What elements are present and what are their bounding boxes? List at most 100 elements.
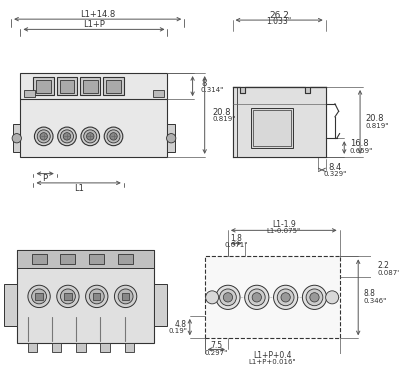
Text: P: P	[43, 174, 48, 183]
Bar	[106, 80, 121, 93]
Text: 20.8: 20.8	[365, 114, 384, 123]
Bar	[168, 124, 175, 152]
Circle shape	[86, 285, 108, 308]
Polygon shape	[233, 87, 326, 93]
Circle shape	[84, 130, 97, 143]
Circle shape	[34, 127, 53, 146]
Bar	[118, 254, 133, 264]
Circle shape	[12, 134, 22, 143]
Bar	[152, 90, 164, 97]
Bar	[13, 124, 20, 152]
Bar	[4, 284, 17, 326]
Circle shape	[205, 291, 219, 304]
Bar	[205, 256, 340, 338]
Text: 8: 8	[201, 79, 206, 88]
Bar	[101, 343, 110, 352]
Bar	[59, 80, 75, 93]
Bar	[154, 284, 168, 326]
Text: 16.8: 16.8	[350, 140, 368, 148]
Text: 0.659": 0.659"	[350, 148, 373, 154]
Bar	[36, 293, 43, 300]
Bar	[122, 293, 129, 300]
Bar	[17, 250, 154, 343]
Text: 0.819": 0.819"	[365, 123, 389, 129]
Circle shape	[306, 289, 323, 306]
Bar	[61, 254, 75, 264]
Text: 0.19": 0.19"	[168, 328, 187, 334]
Bar	[103, 77, 124, 96]
Circle shape	[223, 293, 233, 302]
Text: 0.346": 0.346"	[364, 298, 387, 304]
Circle shape	[61, 130, 73, 143]
Bar	[36, 80, 51, 93]
Circle shape	[87, 133, 94, 140]
Text: L1+P: L1+P	[83, 20, 105, 29]
Bar	[80, 77, 101, 96]
Circle shape	[32, 289, 47, 304]
Circle shape	[216, 285, 240, 310]
Bar	[253, 110, 291, 146]
Text: 2.2: 2.2	[378, 261, 389, 270]
Bar	[57, 77, 77, 96]
Text: 1.8: 1.8	[230, 234, 242, 243]
Circle shape	[57, 285, 79, 308]
Text: 0.314": 0.314"	[201, 87, 224, 93]
Text: 0.819": 0.819"	[212, 116, 235, 122]
Circle shape	[245, 285, 269, 310]
Text: 26.2: 26.2	[269, 11, 289, 20]
Text: L1+P+0.016": L1+P+0.016"	[248, 359, 296, 365]
Circle shape	[107, 130, 120, 143]
Circle shape	[118, 289, 133, 304]
Text: 1.033": 1.033"	[267, 17, 292, 26]
Circle shape	[281, 293, 290, 302]
Bar	[34, 77, 54, 96]
Circle shape	[28, 285, 50, 308]
Bar	[17, 250, 154, 269]
Circle shape	[277, 289, 294, 306]
Bar	[89, 254, 104, 264]
Circle shape	[166, 134, 176, 143]
Bar	[124, 343, 134, 352]
Text: 7.5: 7.5	[210, 341, 222, 350]
Bar	[52, 343, 61, 352]
Bar	[93, 293, 101, 300]
Bar	[28, 343, 37, 352]
Circle shape	[274, 285, 298, 310]
Text: 20.8: 20.8	[212, 108, 231, 117]
Text: 0.071": 0.071"	[225, 242, 248, 248]
Circle shape	[252, 293, 261, 302]
Circle shape	[58, 127, 76, 146]
Text: 8.4: 8.4	[328, 163, 342, 171]
Circle shape	[104, 127, 123, 146]
Text: L1: L1	[74, 184, 83, 193]
Circle shape	[110, 133, 117, 140]
Circle shape	[37, 130, 50, 143]
Circle shape	[61, 289, 75, 304]
Bar	[251, 109, 293, 148]
Circle shape	[115, 285, 137, 308]
Circle shape	[249, 289, 265, 306]
Text: L1+14.8: L1+14.8	[80, 10, 115, 19]
Text: L1+P+0.4: L1+P+0.4	[253, 350, 291, 359]
Circle shape	[89, 289, 104, 304]
Text: 0.087": 0.087"	[378, 270, 399, 276]
Text: 4.8: 4.8	[175, 320, 187, 329]
Text: L1-0.075": L1-0.075"	[267, 228, 301, 234]
Text: 0.329": 0.329"	[323, 171, 347, 177]
Circle shape	[40, 133, 47, 140]
Bar	[64, 293, 72, 300]
Circle shape	[81, 127, 100, 146]
Bar	[83, 80, 98, 93]
Text: L1-1.9: L1-1.9	[272, 220, 296, 229]
Bar	[76, 343, 86, 352]
Text: 0.297": 0.297"	[205, 350, 228, 356]
Circle shape	[326, 291, 339, 304]
Bar	[20, 73, 168, 157]
Circle shape	[310, 293, 319, 302]
Polygon shape	[233, 87, 326, 157]
Bar	[32, 254, 47, 264]
Circle shape	[63, 133, 71, 140]
Bar	[24, 90, 36, 97]
Circle shape	[219, 289, 236, 306]
Text: 8.8: 8.8	[364, 289, 376, 298]
